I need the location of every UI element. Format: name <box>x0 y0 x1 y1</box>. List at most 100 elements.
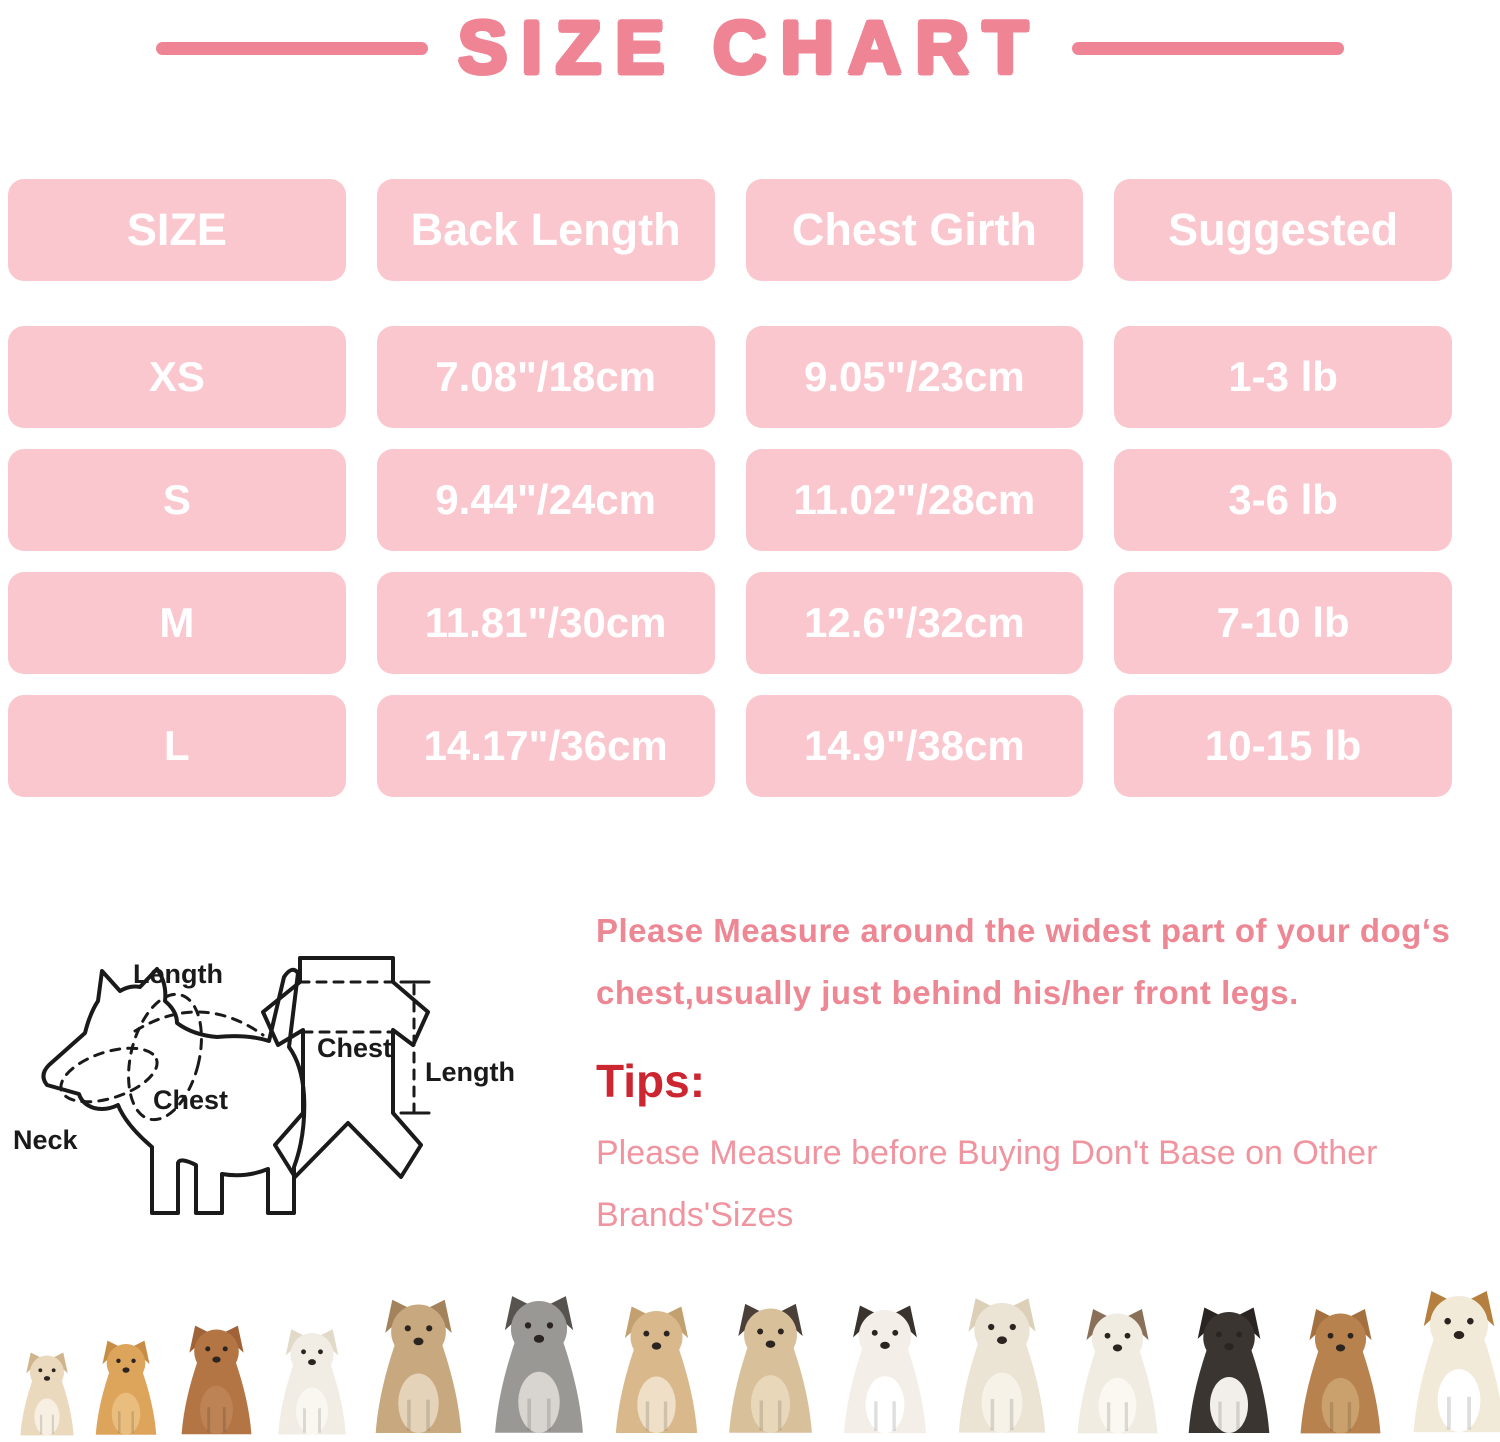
dog-chest-patch-icon <box>518 1371 560 1433</box>
title-banner: SIZE CHART <box>0 0 1500 96</box>
dog-head-icon <box>744 1308 797 1362</box>
chest-girth-dashes <box>127 992 203 1122</box>
table-cell-m-back-length: 11.81"/30cm <box>376 572 715 674</box>
dog-head-icon <box>1091 1313 1144 1365</box>
table-cell-m-size: M <box>8 572 346 674</box>
dog-eye-icon <box>892 1329 899 1336</box>
dog-outline-icon <box>41 967 307 1215</box>
dog-nose-icon <box>533 1334 545 1343</box>
dog-eye-icon <box>116 1358 121 1363</box>
dog-photo-chihuahua <box>20 1352 74 1436</box>
dog-photo-miniature-schnauzer <box>495 1296 583 1433</box>
dog-nose-icon <box>1335 1344 1346 1352</box>
dog-nose-icon <box>765 1340 776 1348</box>
tips-heading: Tips: <box>596 1055 706 1107</box>
dog-chest-patch-icon <box>1209 1376 1249 1433</box>
dog-eye-icon <box>1327 1332 1334 1339</box>
column-header-suggested: Suggested <box>1114 179 1452 281</box>
table-cell-m-suggested: 7-10 lb <box>1114 572 1452 674</box>
table-cell-s-size: S <box>8 449 346 551</box>
dog-nose-icon <box>43 1376 51 1381</box>
dog-legs-icon <box>407 1399 430 1431</box>
dog-nose-icon <box>880 1341 890 1349</box>
table-cell-l-back-length: 14.17"/36cm <box>376 695 715 797</box>
table-cell-s-suggested: 3-6 lb <box>1114 449 1452 551</box>
dog-legs-icon <box>990 1399 1014 1431</box>
dog-length-label: Length <box>133 959 223 989</box>
dog-chest-patch-icon <box>1098 1377 1137 1434</box>
dog-eye-icon <box>757 1328 764 1335</box>
dog-eye-icon <box>222 1346 228 1352</box>
dog-eye-icon <box>38 1368 43 1373</box>
dog-legs-icon <box>207 1407 226 1433</box>
dog-eye-icon <box>643 1330 650 1337</box>
dog-eye-icon <box>1009 1323 1016 1331</box>
dog-chest-patch-icon <box>34 1398 60 1436</box>
dog-legs-icon <box>39 1414 55 1434</box>
table-cell-xs-size: XS <box>8 326 346 428</box>
dog-eye-icon <box>1236 1331 1242 1338</box>
column-header-back-length: Back Length <box>376 179 715 281</box>
dog-photo-shih-tzu <box>375 1299 462 1434</box>
table-cell-s-chest-girth: 11.02"/28cm <box>745 449 1084 551</box>
page-title: SIZE CHART <box>458 6 1042 89</box>
garment-outline-icon <box>261 956 430 1179</box>
garment-length-ticks <box>399 980 431 1115</box>
dog-chest-patch-icon <box>200 1385 233 1435</box>
dog-legs-icon <box>527 1398 551 1431</box>
dog-photo-jack-russell-terrier <box>1077 1309 1158 1434</box>
dog-chest-patch-icon <box>865 1376 905 1434</box>
table-cell-l-size: L <box>8 695 346 797</box>
dog-nose-icon <box>1112 1344 1123 1352</box>
table-cell-m-chest-girth: 12.6"/32cm <box>745 572 1084 674</box>
dog-neck-label: Neck <box>13 1125 79 1155</box>
dog-photo-boston-terrier <box>1188 1307 1270 1433</box>
dog-legs-icon <box>645 1401 668 1431</box>
dog-nose-icon <box>212 1356 221 1363</box>
dog-nose-icon <box>1224 1343 1234 1351</box>
dog-eye-icon <box>777 1328 784 1335</box>
table-cell-xs-back-length: 7.08"/18cm <box>376 326 715 428</box>
garment-chest-label: Chest <box>317 1033 392 1063</box>
dog-eye-icon <box>1467 1317 1474 1325</box>
dog-chest-label: Chest <box>153 1085 228 1115</box>
dog-photo-poodle <box>958 1298 1046 1433</box>
dog-chest-patch-icon <box>296 1387 328 1435</box>
measure-instruction-text: Please Measure around the widest part of… <box>596 912 1451 1011</box>
dog-eye-icon <box>988 1323 995 1331</box>
dog-nose-icon <box>996 1336 1008 1345</box>
dog-eye-icon <box>1124 1332 1131 1339</box>
dog-nose-icon <box>122 1367 130 1373</box>
dog-photo-pug <box>729 1303 812 1433</box>
table-cell-l-chest-girth: 14.9"/38cm <box>745 695 1084 797</box>
dog-head-icon <box>106 1344 146 1383</box>
dog-eye-icon <box>318 1349 323 1355</box>
dog-head-icon <box>29 1355 65 1390</box>
dog-head-icon <box>1430 1296 1488 1354</box>
dog-chest-patch-icon <box>398 1373 439 1434</box>
dog-legs-icon <box>759 1400 782 1431</box>
dog-head-icon <box>391 1304 446 1360</box>
dog-eye-icon <box>51 1368 56 1373</box>
dog-legs-icon <box>303 1408 321 1433</box>
dog-eye-icon <box>1104 1332 1111 1339</box>
dogs-strip <box>0 1250 1500 1440</box>
dog-photo-beagle <box>1413 1290 1500 1433</box>
column-header-size: SIZE <box>8 179 346 281</box>
dog-photo-toy-poodle <box>181 1325 252 1435</box>
dog-eye-icon <box>301 1349 306 1355</box>
dog-legs-icon <box>1447 1396 1471 1430</box>
table-cell-s-back-length: 9.44"/24cm <box>376 449 715 551</box>
table-cell-xs-suggested: 1-3 lb <box>1114 326 1452 428</box>
dog-photo-havanese <box>615 1306 698 1434</box>
dog-head-icon <box>858 1310 912 1363</box>
tips-body-text: Please Measure before Buying Don't Base … <box>596 1134 1378 1234</box>
column-header-chest-girth: Chest Girth <box>745 179 1084 281</box>
garment-length-label: Length <box>425 1057 515 1087</box>
dog-chest-patch-icon <box>1321 1377 1360 1434</box>
dog-head-icon <box>290 1333 334 1377</box>
dog-nose-icon <box>413 1337 424 1346</box>
dog-head-icon <box>630 1311 683 1363</box>
dog-nose-icon <box>308 1359 316 1366</box>
dog-head-icon <box>1203 1312 1255 1364</box>
